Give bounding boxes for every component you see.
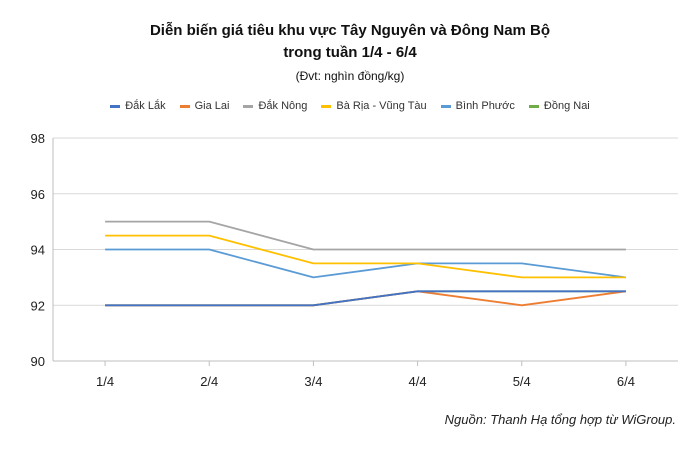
y-tick-label: 92 (31, 298, 45, 313)
x-tick-label: 4/4 (409, 374, 427, 389)
legend-label: Đắk Nông (258, 100, 308, 112)
x-tick-label: 1/4 (96, 374, 114, 389)
series-line-binh-phuoc (105, 248, 627, 279)
legend-swatch (243, 104, 254, 108)
legend-label: Bình Phước (455, 100, 515, 112)
y-tick-label: 96 (31, 187, 45, 202)
chart-subtitle: (Đvt: nghìn đồng/kg) (295, 69, 405, 83)
source-note: Nguồn: Thanh Hạ tổng hợp từ WiGroup. (444, 412, 676, 427)
legend-label: Gia Lai (194, 100, 230, 112)
legend-swatch (528, 104, 539, 108)
legend-item: Bà Rịa - Vũng Tàu (321, 100, 427, 112)
legend-swatch (110, 104, 121, 108)
series-line-dak-lak (105, 290, 626, 307)
legend-label: Đắk Lắk (125, 100, 166, 112)
x-tick-label: 2/4 (200, 374, 218, 389)
y-tick-label: 94 (31, 243, 45, 258)
legend-item: Gia Lai (179, 100, 230, 112)
y-tick-label: 98 (31, 131, 45, 146)
chart-title-line1: Diễn biến giá tiêu khu vực Tây Nguyên và… (149, 22, 551, 39)
series-line-dak-nong (105, 220, 626, 251)
series-line-ba-ria-vung-tau (105, 234, 626, 279)
legend-item: Bình Phước (440, 100, 515, 112)
chart-legend: Đắk Lắk Gia Lai Đắk Nông Bà Rịa - Vũng Tàu B… (0, 100, 700, 112)
legend-label: Đồng Nai (543, 100, 590, 112)
legend-swatch (321, 104, 332, 108)
legend-item: Đồng Nai (528, 100, 590, 112)
x-tick-label: 3/4 (304, 374, 322, 389)
legend-item: Đắk Lắk (110, 100, 166, 112)
chart-title-line2: trong tuần 1/4 - 6/4 (283, 44, 417, 61)
x-tick-label: 5/4 (513, 374, 531, 389)
y-tick-label: 90 (31, 354, 45, 369)
legend-item: Đắk Nông (243, 100, 307, 112)
legend-swatch (179, 104, 190, 108)
legend-label: Bà Rịa - Vũng Tàu (336, 100, 427, 112)
legend-swatch (440, 104, 451, 108)
x-tick-label: 6/4 (617, 374, 635, 389)
